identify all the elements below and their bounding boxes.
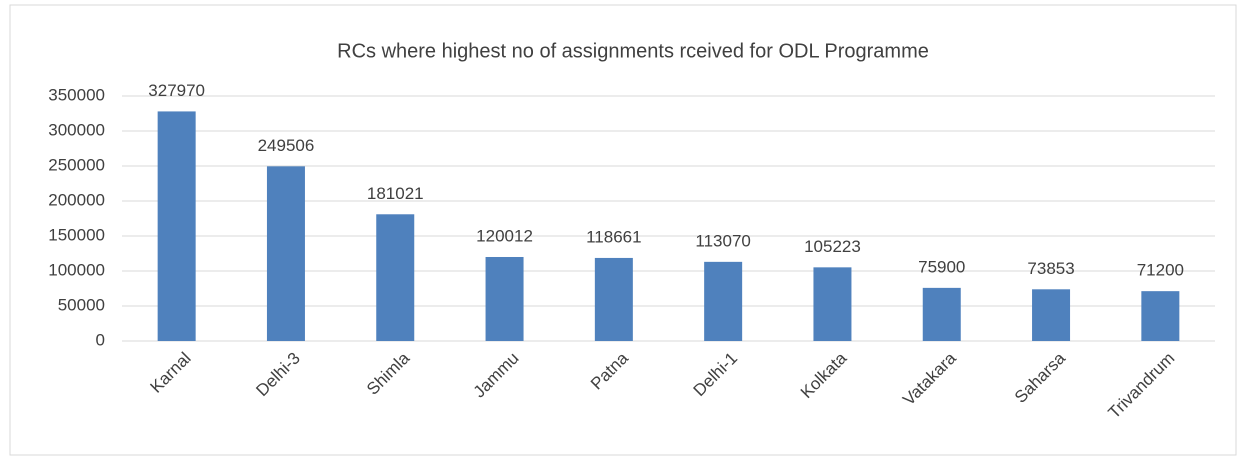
data-label: 105223 [804, 237, 861, 256]
bar [922, 287, 961, 341]
bar [157, 111, 196, 342]
bar [376, 214, 415, 341]
bar [266, 166, 305, 341]
data-label: 73853 [1027, 259, 1074, 278]
data-label: 71200 [1137, 261, 1184, 280]
y-tick-label: 100000 [48, 260, 105, 279]
y-tick-label: 50000 [58, 295, 105, 314]
bar [485, 256, 524, 341]
data-label: 75900 [918, 257, 965, 276]
data-label: 120012 [476, 226, 533, 245]
y-tick-label: 0 [96, 330, 105, 349]
bar [813, 267, 852, 341]
bar [1141, 291, 1180, 341]
y-tick-label: 300000 [48, 120, 105, 139]
data-label: 118661 [586, 227, 641, 246]
y-tick-label: 150000 [48, 225, 105, 244]
bar [1032, 289, 1071, 341]
data-label: 113070 [695, 231, 750, 250]
y-tick-label: 250000 [48, 155, 105, 174]
bar [704, 261, 743, 341]
y-tick-label: 350000 [48, 85, 105, 104]
data-label: 249506 [258, 136, 315, 155]
chart-border [9, 4, 1237, 456]
data-label: 181021 [367, 184, 424, 203]
y-tick-label: 200000 [48, 190, 105, 209]
bar [594, 257, 633, 341]
chart-title: RCs where highest no of assignments rcei… [337, 40, 929, 62]
data-label: 327970 [148, 81, 205, 100]
